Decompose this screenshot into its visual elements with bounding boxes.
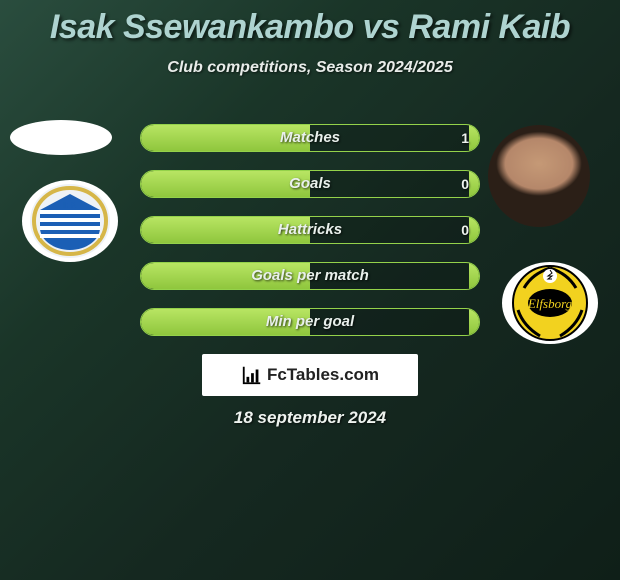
bar-value-right: 1: [461, 125, 469, 151]
player-right-face: [488, 125, 590, 227]
comparison-bars: Matches1Goals0Hattricks0Goals per matchM…: [140, 124, 480, 354]
watermark: FcTables.com: [202, 354, 418, 396]
bar-row: Goals0: [140, 170, 480, 198]
club-right-crest: Elfsborg: [500, 260, 600, 346]
bar-label: Hattricks: [141, 217, 479, 243]
player-right-avatar: [488, 125, 590, 227]
svg-text:Elfsborg: Elfsborg: [527, 296, 573, 311]
content: Isak Ssewankambo vs Rami Kaib Club compe…: [0, 0, 620, 580]
page-title: Isak Ssewankambo vs Rami Kaib: [0, 0, 620, 47]
bar-label: Goals: [141, 171, 479, 197]
bar-row: Goals per match: [140, 262, 480, 290]
chart-icon: [241, 364, 263, 386]
elfsborg-crest-icon: Elfsborg: [500, 260, 600, 346]
club-left-crest: IFK: [20, 178, 120, 264]
subtitle: Club competitions, Season 2024/2025: [0, 59, 620, 77]
player-left-avatar: [10, 120, 112, 155]
watermark-text: FcTables.com: [267, 365, 379, 385]
bar-row: Matches1: [140, 124, 480, 152]
ifk-norrkoping-crest-icon: IFK: [20, 178, 120, 264]
bar-row: Hattricks0: [140, 216, 480, 244]
bar-label: Min per goal: [141, 309, 479, 335]
date-text: 18 september 2024: [0, 408, 620, 428]
bar-value-right: 0: [461, 217, 469, 243]
bar-value-right: 0: [461, 171, 469, 197]
bar-label: Goals per match: [141, 263, 479, 289]
svg-text:IFK: IFK: [63, 200, 78, 210]
bar-row: Min per goal: [140, 308, 480, 336]
bar-label: Matches: [141, 125, 479, 151]
